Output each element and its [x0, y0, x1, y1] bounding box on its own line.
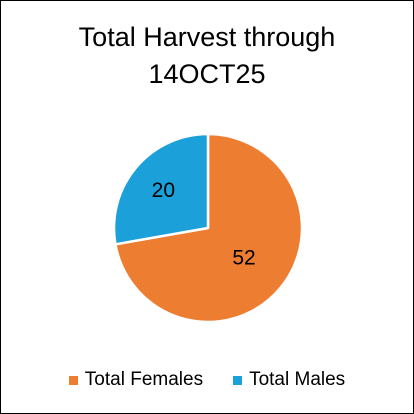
data-label-total-females: 52: [232, 247, 255, 270]
legend-item-total-females: Total Females: [68, 369, 204, 391]
legend: Total Females Total Males: [1, 369, 413, 391]
pie-slices: [112, 132, 304, 324]
legend-item-total-males: Total Males: [233, 369, 345, 391]
legend-label-total-males: Total Males: [249, 369, 346, 390]
pie-labels: 52 20: [152, 179, 256, 270]
chart-title-line-1: Total Harvest through: [78, 22, 336, 52]
data-label-total-males: 20: [152, 179, 175, 202]
legend-swatch-total-females: [68, 375, 78, 385]
chart-title-line-2: 14OCT25: [148, 59, 266, 89]
chart-title: Total Harvest through 14OCT25: [1, 19, 413, 93]
legend-label-total-females: Total Females: [84, 369, 204, 390]
legend-swatch-total-males: [233, 375, 243, 385]
pie-slice-total-males: [112, 132, 210, 246]
